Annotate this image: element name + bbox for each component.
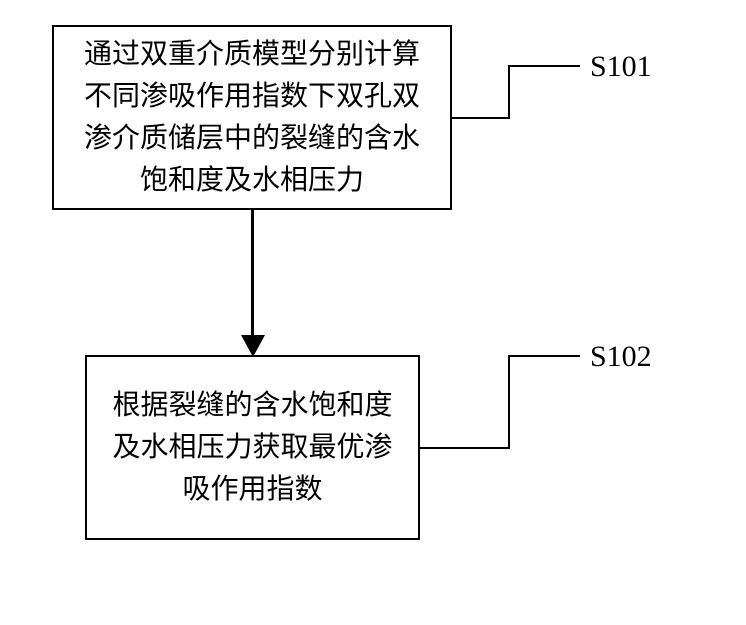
connector-line-1-h1 (452, 117, 510, 119)
flowchart-step-2: 根据裂缝的含水饱和度及水相压力获取最优渗吸作用指数 (85, 355, 420, 540)
connector-line-2-v (508, 355, 510, 449)
arrow-line (251, 210, 254, 340)
step1-text: 通过双重介质模型分别计算不同渗吸作用指数下双孔双渗介质储层中的裂缝的含水饱和度及… (74, 34, 430, 202)
connector-line-1-h2 (508, 65, 580, 67)
arrow-head-icon (241, 335, 265, 357)
flow-arrow (246, 210, 260, 355)
step2-label: S102 (590, 340, 652, 374)
connector-line-1-v (508, 65, 510, 119)
step2-text: 根据裂缝的含水饱和度及水相压力获取最优渗吸作用指数 (107, 385, 398, 511)
connector-line-2-h1 (420, 447, 510, 449)
flowchart-step-1: 通过双重介质模型分别计算不同渗吸作用指数下双孔双渗介质储层中的裂缝的含水饱和度及… (52, 25, 452, 210)
connector-line-2-h2 (508, 355, 580, 357)
step1-label: S101 (590, 50, 652, 84)
